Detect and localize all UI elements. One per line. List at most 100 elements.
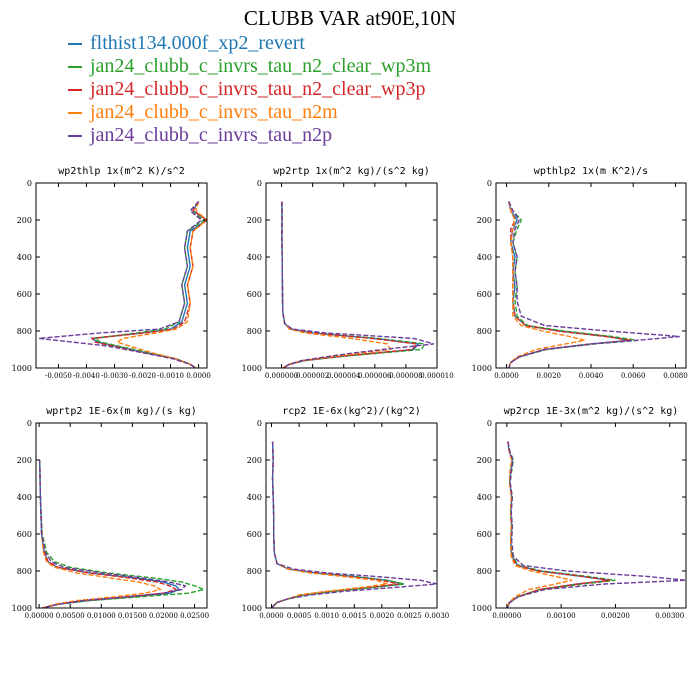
- x-tick-label: 0.00300: [655, 612, 684, 620]
- series-line: [506, 441, 573, 608]
- chart-panel: wp2thlp 1x(m^2 K)/s^2 0 200 400 600 800 1000 -0…: [12, 166, 211, 380]
- x-tick-label: 0.0005: [287, 612, 312, 620]
- series-line: [281, 201, 392, 368]
- y-tick-label: 0: [487, 419, 492, 428]
- series-line: [508, 201, 632, 368]
- legend-entry: jan24_clubb_c_invrs_tau_n2p: [68, 124, 431, 147]
- plot-frame: [35, 422, 208, 609]
- chart-panel: wp2rcp 1E-3x(m^2 kg)/(s^2 kg) 0 200 400 600 8…: [472, 406, 687, 620]
- x-tick-label: -0.0040: [73, 372, 100, 380]
- x-tick-label: 0.0040: [579, 372, 604, 380]
- y-tick-label: 1000: [12, 604, 32, 613]
- x-tick-label: 0.000010: [420, 372, 453, 380]
- chart-title: wprtp2 1E-6x(m kg)/(s kg): [46, 406, 197, 417]
- plot-frame: [265, 182, 438, 369]
- y-tick-label: 800: [247, 327, 262, 336]
- series-line: [39, 459, 163, 608]
- y-tick-label: 400: [477, 253, 492, 262]
- y-tick-label: 200: [247, 456, 262, 465]
- y-tick-label: 200: [247, 216, 262, 225]
- legend-entry: flthist134.000f_xp2_revert: [68, 32, 431, 55]
- series-line: [281, 201, 426, 368]
- series-line: [271, 441, 437, 608]
- y-tick-label: 600: [247, 290, 262, 299]
- chart-title: wp2rcp 1E-3x(m^2 kg)/(s^2 kg): [504, 406, 679, 417]
- legend: flthist134.000f_xp2_revert jan24_clubb_c…: [68, 32, 431, 147]
- x-tick-label: -0.0010: [157, 372, 184, 380]
- x-tick-label: 0.0020: [537, 372, 562, 380]
- y-tick-label: 0: [257, 179, 262, 188]
- y-tick-label: 400: [247, 253, 262, 262]
- series-line: [271, 441, 399, 608]
- x-tick-label: 0.0000: [186, 372, 211, 380]
- chart-title: wp2rtp 1x(m^2 kg)/(s^2 kg): [273, 166, 430, 177]
- y-tick-label: 1000: [472, 604, 492, 613]
- legend-label: flthist134.000f_xp2_revert: [90, 32, 305, 54]
- chart-panel: wp2rtp 1x(m^2 kg)/(s^2 kg) 0 200 400 600 800 1…: [242, 166, 454, 380]
- series-line: [506, 441, 686, 608]
- legend-swatch: [68, 43, 82, 46]
- x-tick-label: 0.000004: [327, 372, 361, 380]
- y-tick-label: 800: [247, 567, 262, 576]
- x-tick-label: 0.000002: [296, 372, 329, 380]
- series-line: [90, 201, 207, 368]
- y-tick-label: 1000: [242, 604, 262, 613]
- x-tick-label: 0.0060: [621, 372, 646, 380]
- series-line: [508, 201, 680, 368]
- chart-panel: wprtp2 1E-6x(m kg)/(s kg) 0 200 400 600 800 10…: [12, 406, 209, 620]
- x-tick-label: 0.000008: [389, 372, 422, 380]
- y-tick-label: 600: [247, 530, 262, 539]
- x-tick-label: -0.0020: [129, 372, 156, 380]
- series-line: [281, 201, 420, 368]
- legend-label: jan24_clubb_c_invrs_tau_n2_clear_wp3p: [90, 78, 426, 100]
- figure-title: CLUBB VAR at90E,10N: [243, 6, 457, 30]
- y-tick-label: 1000: [12, 364, 32, 373]
- legend-label: jan24_clubb_c_invrs_tau_n2m: [90, 101, 338, 123]
- chart-panel: rcp2 1E-6x(kg^2)/(kg^2) 0 200 400 600 800 1000…: [242, 406, 450, 620]
- y-tick-label: 800: [17, 327, 32, 336]
- legend-swatch: [68, 89, 82, 92]
- chart-title: wpthlp2 1x(m K^2)/s: [534, 166, 648, 177]
- x-tick-label: 0.0030: [425, 612, 450, 620]
- x-tick-label: 0.0025: [397, 612, 422, 620]
- legend-entry: jan24_clubb_c_invrs_tau_n2_clear_wp3p: [68, 78, 431, 101]
- legend-swatch: [68, 135, 82, 138]
- legend-swatch: [68, 112, 82, 115]
- y-tick-label: 0: [487, 179, 492, 188]
- series-line: [508, 201, 585, 368]
- y-tick-label: 800: [17, 567, 32, 576]
- x-tick-label: -0.0050: [45, 372, 72, 380]
- legend-label: jan24_clubb_c_invrs_tau_n2_clear_wp3m: [90, 55, 432, 77]
- x-tick-label: 0.0015: [342, 612, 367, 620]
- y-tick-label: 400: [17, 493, 32, 502]
- x-tick-label: 0.0010: [314, 612, 339, 620]
- x-tick-label: 0.00200: [601, 612, 630, 620]
- series-line: [506, 441, 616, 608]
- y-tick-label: 200: [17, 456, 32, 465]
- legend-label: jan24_clubb_c_invrs_tau_n2p: [90, 124, 333, 146]
- y-tick-label: 600: [17, 530, 32, 539]
- series-line: [39, 459, 187, 608]
- series-line: [90, 201, 207, 368]
- plot-frame: [265, 422, 438, 609]
- y-tick-label: 200: [477, 216, 492, 225]
- series-line: [39, 459, 207, 608]
- x-tick-label: 0.0000: [494, 372, 519, 380]
- x-tick-label: -0.0030: [101, 372, 128, 380]
- y-tick-label: 600: [477, 290, 492, 299]
- y-tick-label: 1000: [472, 364, 492, 373]
- x-tick-label: 0.00500: [56, 612, 85, 620]
- series-line: [271, 441, 388, 608]
- y-tick-label: 0: [27, 179, 32, 188]
- y-tick-label: 400: [17, 253, 32, 262]
- x-tick-label: 0.02000: [149, 612, 178, 620]
- x-tick-label: 0.0080: [663, 372, 688, 380]
- plot-frame: [495, 422, 687, 609]
- series-line: [281, 201, 419, 368]
- legend-entry: jan24_clubb_c_invrs_tau_n2_clear_wp3m: [68, 55, 431, 78]
- plot-frame: [495, 182, 687, 369]
- x-tick-label: 0.0020: [370, 612, 395, 620]
- chart-title: rcp2 1E-6x(kg^2)/(kg^2): [282, 406, 420, 417]
- legend-entry: jan24_clubb_c_invrs_tau_n2m: [68, 101, 431, 124]
